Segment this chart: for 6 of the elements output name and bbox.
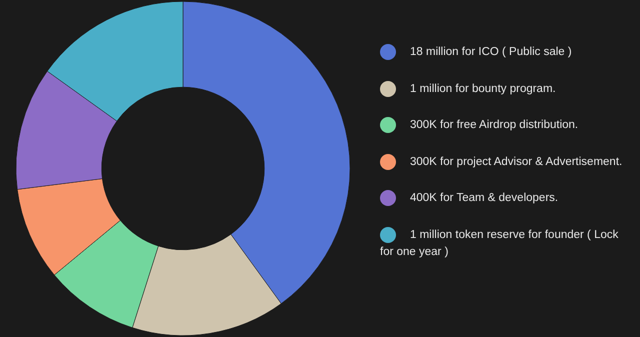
legend-label: 1 million token reserve for founder ( Lock for one year ) (380, 229, 618, 258)
legend-label: 300K for project Advisor & Advertisement. (410, 156, 622, 168)
legend-label: 300K for free Airdrop distribution. (410, 119, 578, 132)
legend-label: 400K for Team & developers. (410, 192, 558, 204)
legend-label: 1 million for bounty program. (410, 82, 556, 95)
legend-label: 18 million for ICO ( Public sale ) (410, 46, 572, 58)
